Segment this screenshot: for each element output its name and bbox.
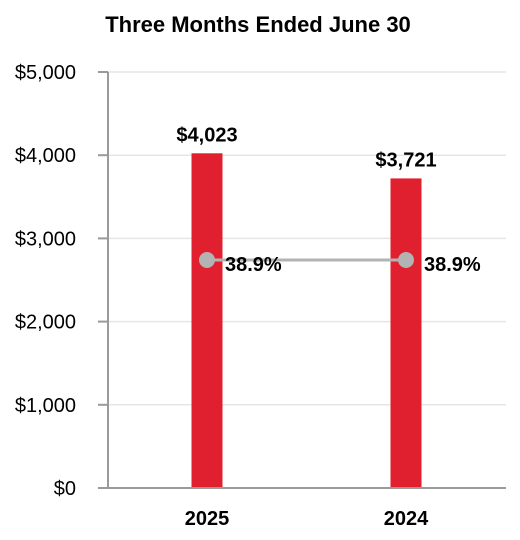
percentage-label: 38.9% — [225, 254, 282, 276]
y-tick-label: $3,000 — [15, 228, 76, 250]
percentage-point — [199, 252, 215, 268]
bar-value-label: $4,023 — [176, 124, 237, 146]
y-tick-label: $1,000 — [15, 395, 76, 417]
y-tick-label: $5,000 — [15, 62, 76, 84]
bar-value-label: $3,721 — [375, 149, 436, 171]
bar-series: $4,023 $3,721 — [176, 124, 437, 489]
y-tick-label: $2,000 — [15, 312, 76, 334]
x-tick-label: 2025 — [185, 508, 230, 530]
y-axis: $0 $1,000 $2,000 $3,000 $4,000 $5,000 — [15, 62, 109, 500]
percentage-point — [398, 252, 414, 268]
percentage-label: 38.9% — [424, 254, 481, 276]
percentage-line-series: 38.9% 38.9% — [199, 252, 481, 276]
bar — [390, 178, 422, 489]
bar — [191, 153, 223, 488]
chart-title: Three Months Ended June 30 — [105, 12, 411, 37]
y-tick-label: $0 — [54, 478, 76, 500]
y-tick-label: $4,000 — [15, 145, 76, 167]
x-tick-label: 2024 — [384, 508, 429, 530]
x-axis: 2025 2024 — [108, 487, 506, 530]
grid-lines — [108, 71, 506, 406]
